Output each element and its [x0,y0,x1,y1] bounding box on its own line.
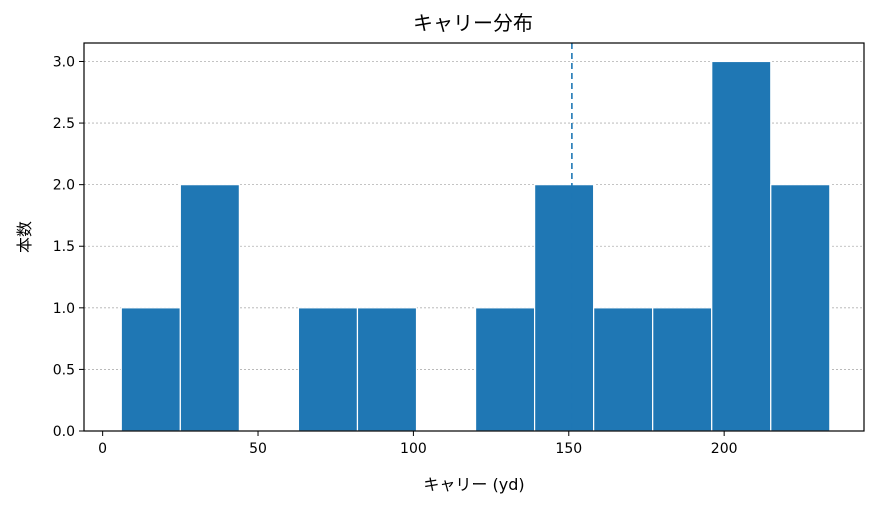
histogram-bar [533,184,595,432]
x-axis-label: キャリー (yd) [423,475,524,494]
y-tick-label: 2.0 [53,178,75,194]
x-tick-label: 0 [98,441,107,457]
histogram-bar [297,307,359,432]
y-tick-label: 0.5 [53,362,75,378]
y-tick-label: 1.5 [53,239,75,255]
histogram-bars [120,60,831,432]
histogram-bar [770,184,831,432]
y-tick-label: 2.5 [53,116,75,132]
x-axis-ticks: 0 50 100 150 200 [98,431,738,457]
histogram-bar [593,307,654,432]
y-axis-label: 本数 [15,221,34,253]
histogram-bar [356,307,418,432]
x-tick-label: 200 [711,441,738,457]
y-tick-label: 3.0 [53,54,75,70]
y-axis-ticks: 0.0 0.5 1.0 1.5 2.0 2.5 3.0 [53,54,84,440]
x-tick-label: 100 [400,441,427,457]
histogram-bar [474,307,536,432]
chart-title: キャリー分布 [413,11,533,35]
x-tick-label: 50 [249,441,267,457]
y-tick-label: 0.0 [53,424,75,440]
histogram-bar [120,307,181,432]
histogram-bar [652,307,713,432]
plot-frame [83,42,865,432]
y-tick-label: 1.0 [53,301,75,317]
x-tick-label: 150 [555,441,582,457]
histogram-bar [179,184,240,432]
histogram-bar [711,60,772,432]
